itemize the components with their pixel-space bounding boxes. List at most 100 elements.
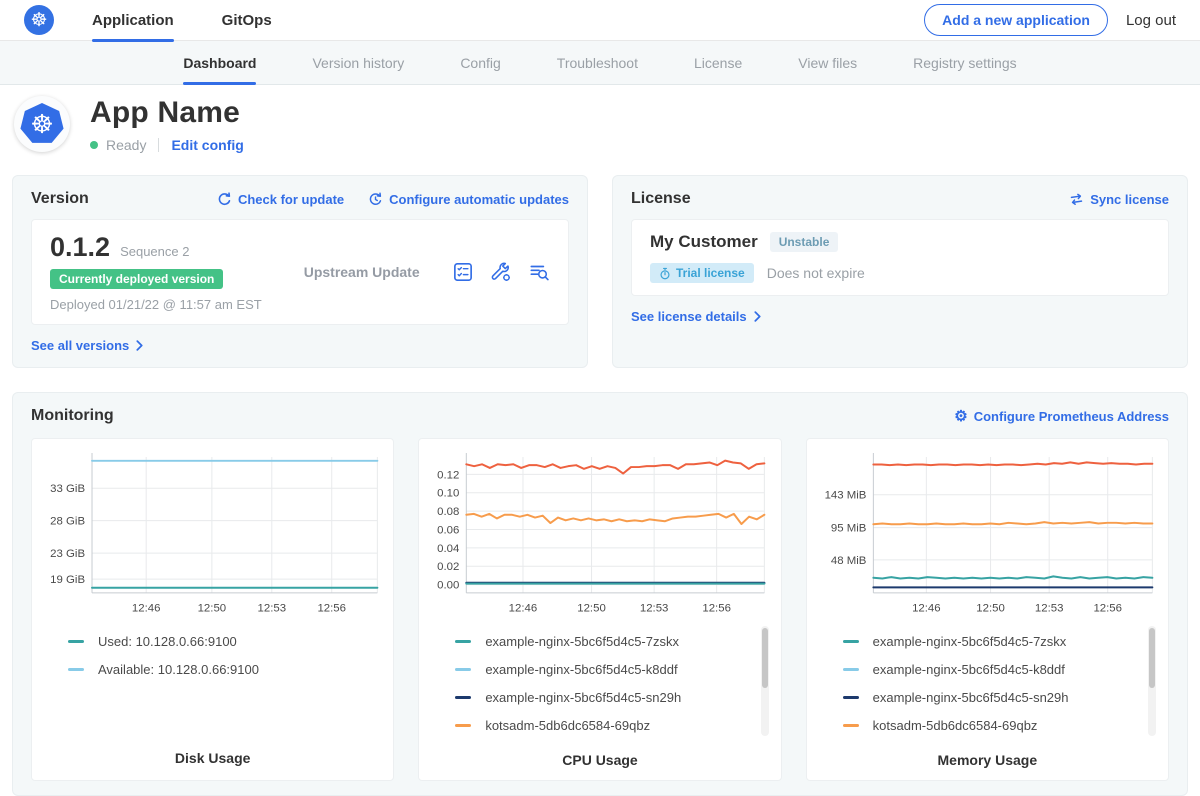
config-wrench-icon[interactable] [490, 261, 512, 283]
tab-license[interactable]: License [694, 41, 742, 84]
tab-config[interactable]: Config [460, 41, 500, 84]
tab-dashboard[interactable]: Dashboard [183, 41, 257, 85]
disk-usage-chart-card: 19 GiB 23 GiB 28 GiB 33 GiB 12:46 12:50 12:53 1… [31, 438, 395, 781]
tab-troubleshoot[interactable]: Troubleshoot [557, 41, 638, 84]
charts-row: 19 GiB 23 GiB 28 GiB 33 GiB 12:46 12:50 12:53 1… [31, 438, 1169, 781]
legend-scrollbar-thumb[interactable] [1148, 627, 1155, 688]
configure-prometheus-label: Configure Prometheus Address [973, 408, 1169, 424]
app-header: ☸ App Name Ready Edit config [0, 85, 1200, 165]
logout-link[interactable]: Log out [1125, 11, 1176, 29]
monitoring-heading: Monitoring [31, 407, 114, 424]
legend-color-dash [455, 696, 472, 700]
svg-text:12:50: 12:50 [198, 603, 227, 615]
legend-color-dash [455, 668, 472, 672]
sync-license-link[interactable]: Sync license [1069, 192, 1169, 207]
gear-icon: ⚙ [954, 407, 968, 425]
svg-text:33 GiB: 33 GiB [50, 483, 85, 495]
svg-text:143 MiB: 143 MiB [824, 490, 866, 502]
legend-item: kotsadm-5db6dc6584-69qbz [455, 712, 770, 740]
legend-label: example-nginx-5bc6f5d4c5-7zskx [485, 634, 679, 650]
wheel-glyph: ☸ [30, 9, 48, 31]
legend-scrollbar[interactable] [1147, 625, 1156, 736]
check-for-update-link[interactable]: Check for update [217, 192, 344, 207]
version-heading: Version [31, 190, 89, 207]
deployed-badge: Currently deployed version [50, 269, 224, 289]
svg-text:95 MiB: 95 MiB [831, 523, 867, 535]
svg-text:12:46: 12:46 [132, 603, 161, 615]
stopwatch-icon [660, 267, 670, 279]
legend-label: Available: 10.128.0.66:9100 [98, 662, 259, 678]
top-nav-gitops[interactable]: GitOps [222, 0, 272, 41]
svg-text:12:53: 12:53 [1035, 603, 1064, 615]
svg-text:48 MiB: 48 MiB [831, 555, 867, 567]
update-type-label: Upstream Update [303, 264, 420, 280]
configure-prometheus-link[interactable]: ⚙ Configure Prometheus Address [954, 409, 1169, 424]
svg-text:0.08: 0.08 [437, 506, 459, 518]
top-nav-right: Add a new application Log out [924, 4, 1176, 36]
see-license-details-link[interactable]: See license details [631, 309, 1169, 324]
disk-usage-title: Disk Usage [174, 749, 251, 766]
legend-item: example-nginx-5bc6f5d4c5-7zskx [842, 628, 1158, 656]
tab-troubleshoot-label: Troubleshoot [556, 54, 638, 71]
cards-row: Version Check for update Configure autom… [12, 175, 1188, 368]
chart-plot-svg: 48 MiB 95 MiB 143 MiB 12:46 12:50 12:53 12:56 [824, 452, 1154, 615]
see-all-versions-label: See all versions [31, 338, 130, 353]
sync-icon [1070, 193, 1083, 205]
legend-item: example-nginx-5bc6f5d4c5-k8ddf [455, 656, 770, 684]
view-diff-icon[interactable] [528, 261, 550, 283]
configure-automatic-updates-link[interactable]: Configure automatic updates [368, 192, 569, 207]
legend-color-dash [68, 668, 84, 672]
license-heading: License [631, 190, 691, 207]
legend-color-dash [842, 696, 859, 700]
see-all-versions-link[interactable]: See all versions [31, 338, 569, 353]
legend-item: Used: 10.128.0.66:9100 [68, 628, 383, 656]
legend-scrollbar[interactable] [760, 625, 769, 736]
release-notes-icon[interactable] [452, 261, 474, 283]
disk-usage-legend: Used: 10.128.0.66:9100 Available: 10.128.… [42, 628, 383, 738]
chevron-right-icon [136, 340, 143, 351]
legend-label: example-nginx-5bc6f5d4c5-k8ddf [872, 662, 1065, 678]
channel-badge: Unstable [769, 232, 839, 252]
svg-text:0.12: 0.12 [437, 469, 459, 481]
svg-text:12:53: 12:53 [258, 603, 287, 615]
cpu-usage-title: CPU Usage [562, 751, 638, 768]
license-card: License Sync license My Customer Unstabl… [612, 175, 1188, 368]
status-text: Ready [106, 137, 147, 153]
app-tabs-nav: Dashboard Version history Config Trouble… [0, 41, 1200, 85]
legend-item: Available: 10.128.0.66:9100 [68, 656, 383, 684]
svg-text:19 GiB: 19 GiB [50, 574, 85, 586]
monitoring-section: Monitoring ⚙ Configure Prometheus Addres… [12, 392, 1188, 796]
tab-version-history[interactable]: Version history [312, 41, 404, 84]
legend-color-dash [842, 640, 859, 644]
legend-color-dash [842, 668, 859, 672]
sync-license-label: Sync license [1090, 191, 1169, 207]
top-nav-application[interactable]: Application [92, 0, 174, 42]
current-version-box: 0.1.2 Sequence 2 Currently deployed vers… [31, 219, 569, 325]
svg-text:28 GiB: 28 GiB [50, 516, 85, 528]
tab-registry-settings-label: Registry settings [913, 54, 1017, 71]
legend-label: kotsadm-5db6dc6584-69qbz [485, 718, 651, 734]
license-box: My Customer Unstable Trial license Does … [631, 219, 1169, 296]
divider [158, 138, 160, 152]
deployed-timestamp: Deployed 01/21/22 @ 11:57 am EST [50, 297, 262, 312]
configure-automatic-updates-label: Configure automatic updates [389, 191, 569, 207]
version-sequence: Sequence 2 [120, 244, 190, 259]
edit-config-link[interactable]: Edit config [171, 137, 244, 153]
svg-text:12:50: 12:50 [578, 603, 607, 615]
svg-text:23 GiB: 23 GiB [50, 548, 85, 560]
app-status-row: Ready Edit config [90, 137, 244, 153]
svg-text:12:56: 12:56 [1093, 603, 1122, 615]
add-application-button[interactable]: Add a new application [924, 4, 1108, 36]
tab-view-files[interactable]: View files [798, 41, 857, 84]
legend-scrollbar-thumb[interactable] [761, 627, 768, 688]
memory-usage-title: Memory Usage [937, 751, 1038, 768]
legend-label: Used: 10.128.0.66:9100 [98, 634, 237, 650]
tab-registry-settings[interactable]: Registry settings [913, 41, 1016, 84]
kubernetes-logo-icon[interactable]: ☸ [24, 5, 54, 35]
schedule-update-icon [369, 191, 382, 205]
see-license-details-label: See license details [631, 309, 747, 324]
customer-name: My Customer [650, 232, 758, 251]
tab-dashboard-label: Dashboard [183, 54, 257, 71]
chart-plot-svg: 19 GiB 23 GiB 28 GiB 33 GiB 12:46 12:50 12:53 1… [50, 452, 379, 615]
version-number: 0.1.2 [50, 232, 111, 262]
